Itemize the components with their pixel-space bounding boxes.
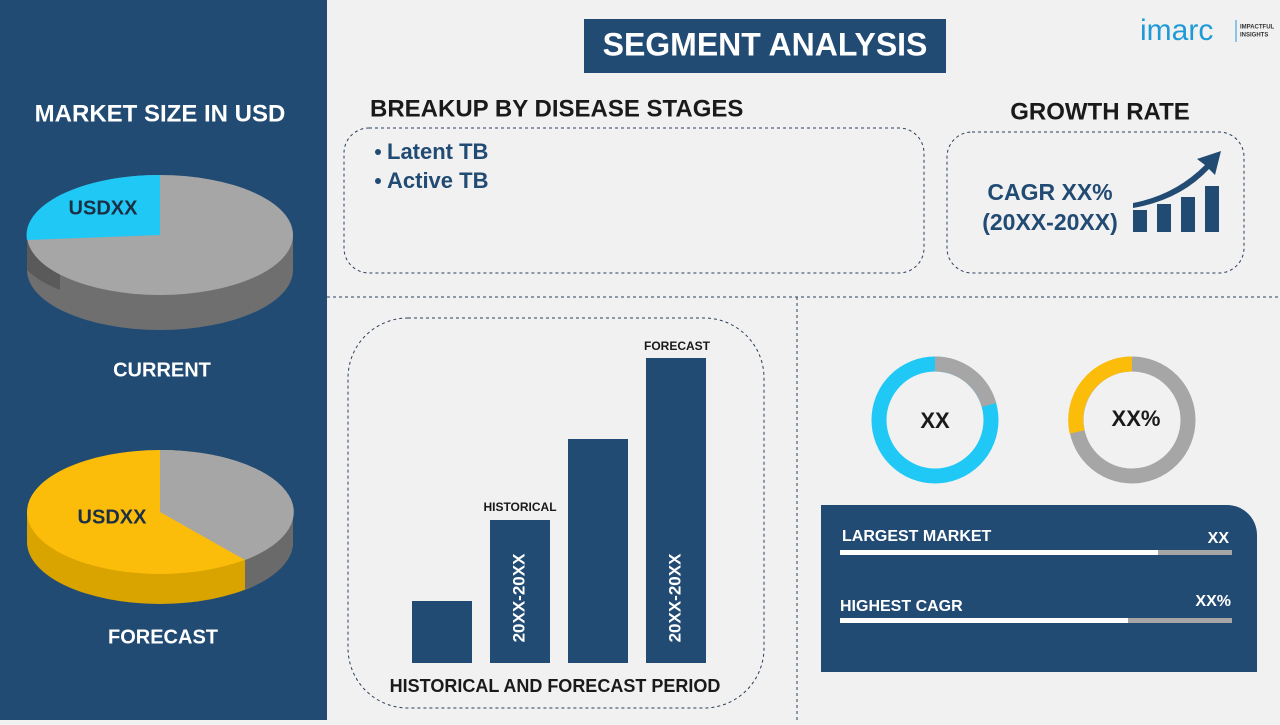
historical-period: 20XX-20XX [509,553,528,642]
donut [871,356,999,484]
growth-box [946,131,1245,274]
growth-line: CAGR XX% [987,179,1112,205]
current-pie [26,174,293,330]
period-bars [412,358,706,663]
current-value: USDXX [69,197,139,219]
growth-title: GROWTH RATE [1010,98,1190,125]
bullet [375,149,381,155]
title-box [584,19,946,73]
progress-fill [840,618,1128,623]
current-label: CURRENT [113,359,211,381]
breakup-item: Latent TB [387,139,488,164]
donut [1068,356,1196,484]
breakup-title: BREAKUP BY DISEASE STAGES [370,95,743,122]
forecast-label: FORECAST [108,626,218,648]
market-size-title: MARKET SIZE IN USD [35,100,286,127]
breakup-box [343,127,925,274]
donut-value: XX [920,408,950,433]
forecast-pie [27,449,294,604]
forecast-label: FORECAST [644,339,711,353]
logo-tagline: IMPACTFUL [1240,25,1275,31]
summary-panel [821,505,1257,672]
period-caption: HISTORICAL AND FORECAST PERIOD [390,676,721,696]
summary-value: XX% [1195,593,1231,610]
forecast-period: 20XX-20XX [665,553,684,642]
title: SEGMENT ANALYSIS [603,26,928,62]
period-box [347,317,765,709]
logo-tagline: INSIGHTS [1240,33,1268,39]
breakup-item: Active TB [387,168,488,193]
summary-value: XX [1208,530,1230,547]
donut-value: XX% [1112,406,1161,431]
logo: imarc [1140,14,1213,47]
summary-label: HIGHEST CAGR [840,598,963,615]
summary-label: LARGEST MARKET [842,528,992,545]
growth-icon [1133,151,1221,232]
historical-label: HISTORICAL [483,500,556,514]
bullet [375,178,381,184]
progress-fill [840,550,1158,555]
forecast-value: USDXX [78,506,148,528]
growth-line: (20XX-20XX) [982,209,1118,235]
